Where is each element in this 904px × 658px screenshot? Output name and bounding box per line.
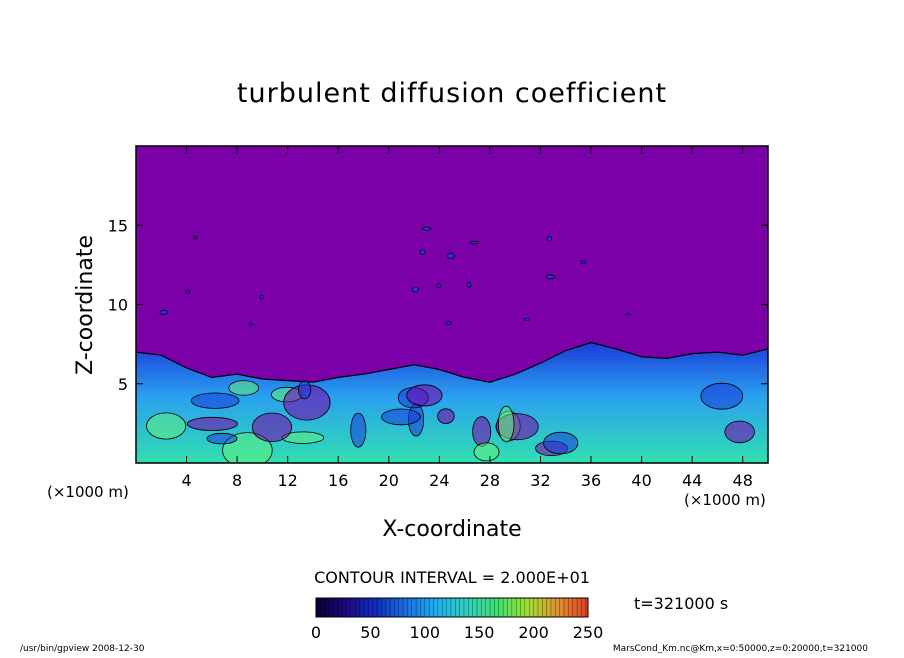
x-tick-label: 36 xyxy=(581,471,601,490)
eddy-contour xyxy=(186,416,238,431)
colorbar-tick-label: 100 xyxy=(410,623,441,642)
eddy-contour xyxy=(228,380,260,396)
x-tick-label: 16 xyxy=(328,471,348,490)
eddy-contour xyxy=(498,405,515,443)
y-tick-label: 10 xyxy=(108,296,128,315)
y-axis-ticks: 5 10 15 xyxy=(108,216,768,394)
colorbar-tick-label: 0 xyxy=(311,623,321,642)
eddy-contour xyxy=(406,384,443,407)
eddy-contours xyxy=(146,226,755,463)
eddy-contour xyxy=(545,274,555,280)
time-label: t=321000 s xyxy=(634,594,728,613)
eddy-contour xyxy=(446,253,455,259)
eddy-contour xyxy=(524,317,531,321)
y-tick-label: 5 xyxy=(118,375,128,394)
x-unit-label: (×1000 m) xyxy=(47,483,129,501)
contour-interval: CONTOUR INTERVAL = 2.000E+01 xyxy=(314,568,590,587)
eddy-contour xyxy=(248,323,254,326)
colorbar-tick-label: 150 xyxy=(464,623,495,642)
eddy-contour xyxy=(445,320,452,325)
eddy-contour xyxy=(422,226,432,231)
eddy-contour xyxy=(724,420,755,444)
eddy-contour xyxy=(206,432,238,445)
eddy-contour xyxy=(193,236,198,239)
y-tick-label: 15 xyxy=(108,216,128,235)
x-axis-title: X-coordinate xyxy=(382,517,521,542)
x-tick-label: 32 xyxy=(530,471,550,490)
x-tick-label: 12 xyxy=(278,471,298,490)
x-unit-label-right: (×1000 m) xyxy=(684,491,766,509)
eddy-contour xyxy=(190,392,240,409)
colorbar-contour-lines xyxy=(320,598,587,617)
eddy-contour xyxy=(159,310,168,315)
eddy-contour xyxy=(184,289,191,294)
x-tick-label: 28 xyxy=(480,471,500,490)
x-tick-label: 48 xyxy=(733,471,753,490)
eddy-contour xyxy=(146,412,187,440)
x-tick-label: 44 xyxy=(682,471,702,490)
eddy-contour xyxy=(436,283,441,289)
eddy-contour xyxy=(466,282,472,288)
y-axis-title: Z-coordinate xyxy=(73,235,98,375)
x-tick-label: 20 xyxy=(379,471,399,490)
eddy-contour xyxy=(381,408,421,426)
eddy-contour xyxy=(419,249,426,255)
turbulent-layer-boundary xyxy=(136,341,768,383)
plot-area xyxy=(136,146,768,463)
eddy-contour xyxy=(546,236,552,242)
chart-title: turbulent diffusion coefficient xyxy=(237,78,667,109)
eddy-contour xyxy=(700,382,744,410)
eddy-contour xyxy=(472,416,492,447)
footer-right: MarsCond_Km.nc@Km,x=0:50000,z=0:20000,t=… xyxy=(613,644,868,654)
eddy-contour xyxy=(259,294,264,300)
colorbar-tick-label: 50 xyxy=(360,623,380,642)
eddy-contour xyxy=(437,408,455,425)
x-axis-ticks: 4 8 12 16 20 24 28 32 36 40 44 48 xyxy=(181,146,753,490)
eddy-contour xyxy=(298,380,312,400)
x-tick-label: 40 xyxy=(631,471,651,490)
x-tick-label: 8 xyxy=(232,471,242,490)
colorbar-ticks: 0 50 100 150 200 250 xyxy=(311,623,603,642)
eddy-contour xyxy=(580,260,587,265)
eddy-contour xyxy=(470,241,479,245)
x-tick-label: 24 xyxy=(429,471,449,490)
eddy-contour xyxy=(411,286,419,293)
footer-left: /usr/bin/gpview 2008-12-30 xyxy=(20,644,145,654)
eddy-contour xyxy=(543,431,579,455)
eddy-contour xyxy=(625,312,631,316)
x-tick-label: 4 xyxy=(181,471,191,490)
colorbar xyxy=(315,597,589,618)
colorbar-tick-label: 200 xyxy=(518,623,549,642)
eddy-contour xyxy=(251,412,293,443)
colorbar-tick-label: 250 xyxy=(573,623,604,642)
eddy-contour xyxy=(473,442,500,462)
eddy-contour xyxy=(350,412,367,448)
